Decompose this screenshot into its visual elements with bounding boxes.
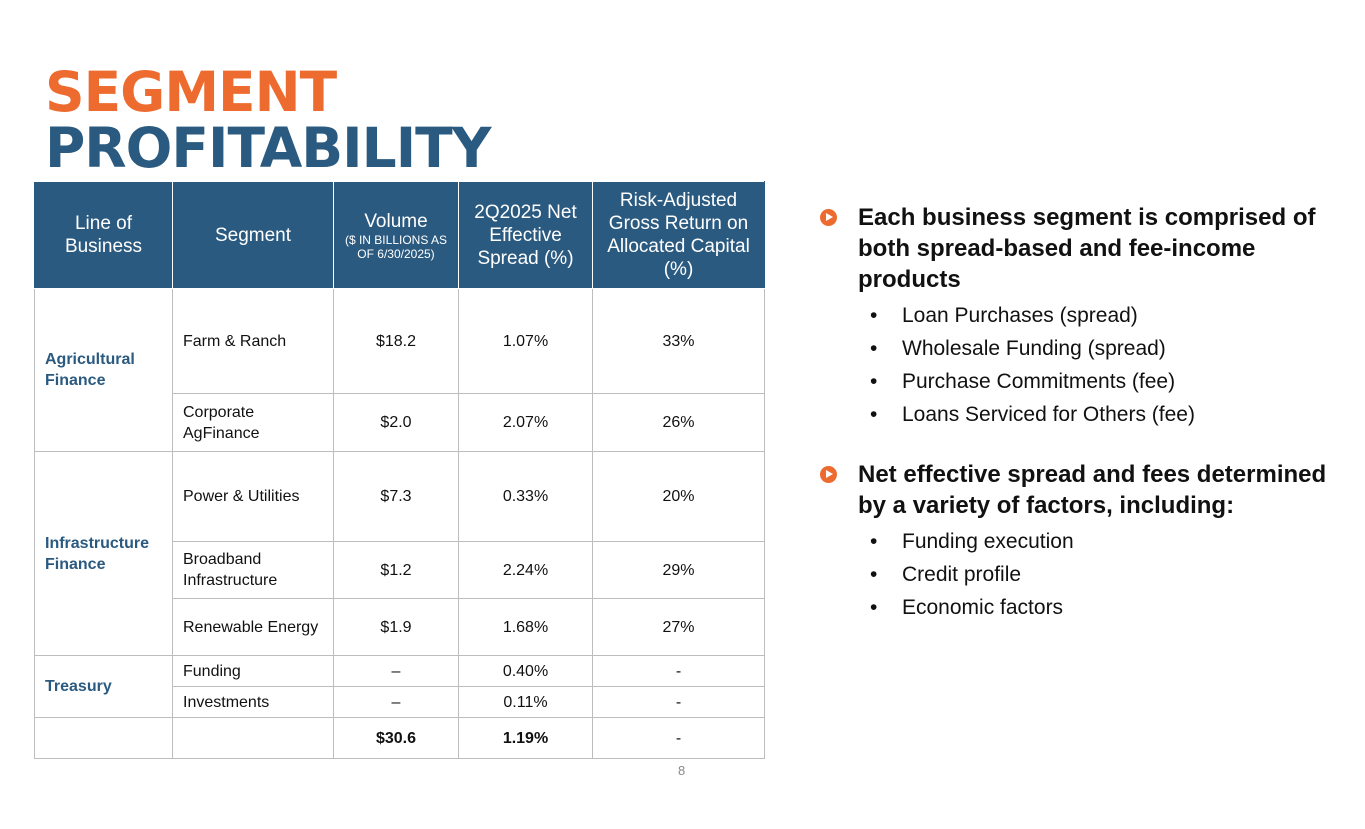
segment-cell: Renewable Energy — [172, 598, 334, 656]
header-volume: Volume ($ IN BILLIONS AS OF 6/30/2025) — [333, 181, 459, 289]
total-volume-cell: $30.6 — [333, 717, 459, 759]
list-item: Loan Purchases (spread) — [870, 299, 1338, 332]
spread-cell: 2.24% — [458, 541, 593, 599]
bullet-heading: Each business segment is comprised of bo… — [858, 204, 1316, 293]
header-line-of-business: Line of Business — [34, 181, 173, 289]
volume-cell: $2.0 — [333, 393, 459, 452]
bullet-block: Net effective spread and fees determined… — [818, 459, 1338, 624]
title-line-1: SEGMENT — [45, 60, 337, 124]
bullet-block: Each business segment is comprised of bo… — [818, 202, 1338, 431]
spread-cell: 0.40% — [458, 655, 593, 687]
list-item: Economic factors — [870, 591, 1338, 624]
return-cell: 27% — [592, 598, 765, 656]
table-row: Infrastructure Finance Power & Utilities… — [34, 451, 765, 656]
segment-cell: Broadband Infrastructure — [172, 541, 334, 599]
header-net-effective-spread: 2Q2025 Net Effective Spread (%) — [458, 181, 593, 289]
list-item: Funding execution — [870, 525, 1338, 558]
return-cell: 20% — [592, 451, 765, 542]
spread-cell: 1.07% — [458, 288, 593, 394]
return-cell: 29% — [592, 541, 765, 599]
segment-cell: Farm & Ranch — [172, 288, 334, 394]
header-volume-label: Volume — [364, 210, 428, 232]
header-volume-sublabel: ($ IN BILLIONS AS OF 6/30/2025) — [344, 232, 448, 261]
segment-cell: Funding — [172, 655, 334, 687]
play-circle-icon — [820, 466, 837, 483]
spread-cell: 2.07% — [458, 393, 593, 452]
total-empty-cell — [34, 717, 173, 759]
table-header-row: Line of Business Segment Volume ($ IN BI… — [34, 181, 765, 289]
title-line-2: PROFITABILITY — [45, 116, 492, 180]
sub-bullet-list: Loan Purchases (spread) Wholesale Fundin… — [858, 299, 1338, 431]
key-points: Each business segment is comprised of bo… — [818, 202, 1338, 624]
list-item: Loans Serviced for Others (fee) — [870, 398, 1338, 431]
volume-cell: – — [333, 686, 459, 718]
segment-cell: Investments — [172, 686, 334, 718]
list-item: Credit profile — [870, 558, 1338, 591]
segment-cell: Corporate AgFinance — [172, 393, 334, 452]
spread-cell: 0.11% — [458, 686, 593, 718]
segment-cell: Power & Utilities — [172, 451, 334, 542]
total-spread-cell: 1.19% — [458, 717, 593, 759]
list-item: Purchase Commitments (fee) — [870, 365, 1338, 398]
header-risk-adjusted-return: Risk-Adjusted Gross Return on Allocated … — [592, 181, 765, 289]
lob-infrastructure-finance: Infrastructure Finance — [34, 451, 173, 656]
return-cell: 26% — [592, 393, 765, 452]
table-row: Agricultural Finance Farm & Ranch $18.2 … — [34, 288, 765, 452]
volume-cell: $1.2 — [333, 541, 459, 599]
list-item: Wholesale Funding (spread) — [870, 332, 1338, 365]
page-title: SEGMENT PROFITABILITY — [45, 60, 492, 180]
total-empty-cell — [172, 717, 334, 759]
table-row: Renewable Energy $1.9 1.68% 27% — [35, 598, 765, 656]
spread-cell: 1.68% — [458, 598, 593, 656]
return-cell: - — [592, 655, 765, 687]
return-cell: - — [592, 686, 765, 718]
volume-cell: – — [333, 655, 459, 687]
segment-profitability-table: Line of Business Segment Volume ($ IN BI… — [34, 181, 765, 759]
volume-cell: $1.9 — [333, 598, 459, 656]
volume-cell: $7.3 — [333, 451, 459, 542]
spread-cell: 0.33% — [458, 451, 593, 542]
table-total-row: $30.6 1.19% - — [34, 717, 765, 759]
table-row: Treasury Funding – 0.40% - — [34, 655, 765, 718]
table-row: Investments – 0.11% - — [35, 686, 765, 718]
total-return-cell: - — [592, 717, 765, 759]
lob-treasury: Treasury — [34, 655, 173, 718]
lob-agricultural-finance: Agricultural Finance — [34, 288, 173, 452]
table-row: Broadband Infrastructure $1.2 2.24% 29% — [35, 541, 765, 599]
header-segment: Segment — [172, 181, 334, 289]
bullet-heading: Net effective spread and fees determined… — [858, 461, 1327, 519]
sub-bullet-list: Funding execution Credit profile Economi… — [858, 525, 1338, 624]
table-row: Corporate AgFinance $2.0 2.07% 26% — [35, 393, 765, 452]
page-number: 8 — [678, 763, 686, 778]
volume-cell: $18.2 — [333, 288, 459, 394]
return-cell: 33% — [592, 288, 765, 394]
play-circle-icon — [820, 209, 837, 226]
